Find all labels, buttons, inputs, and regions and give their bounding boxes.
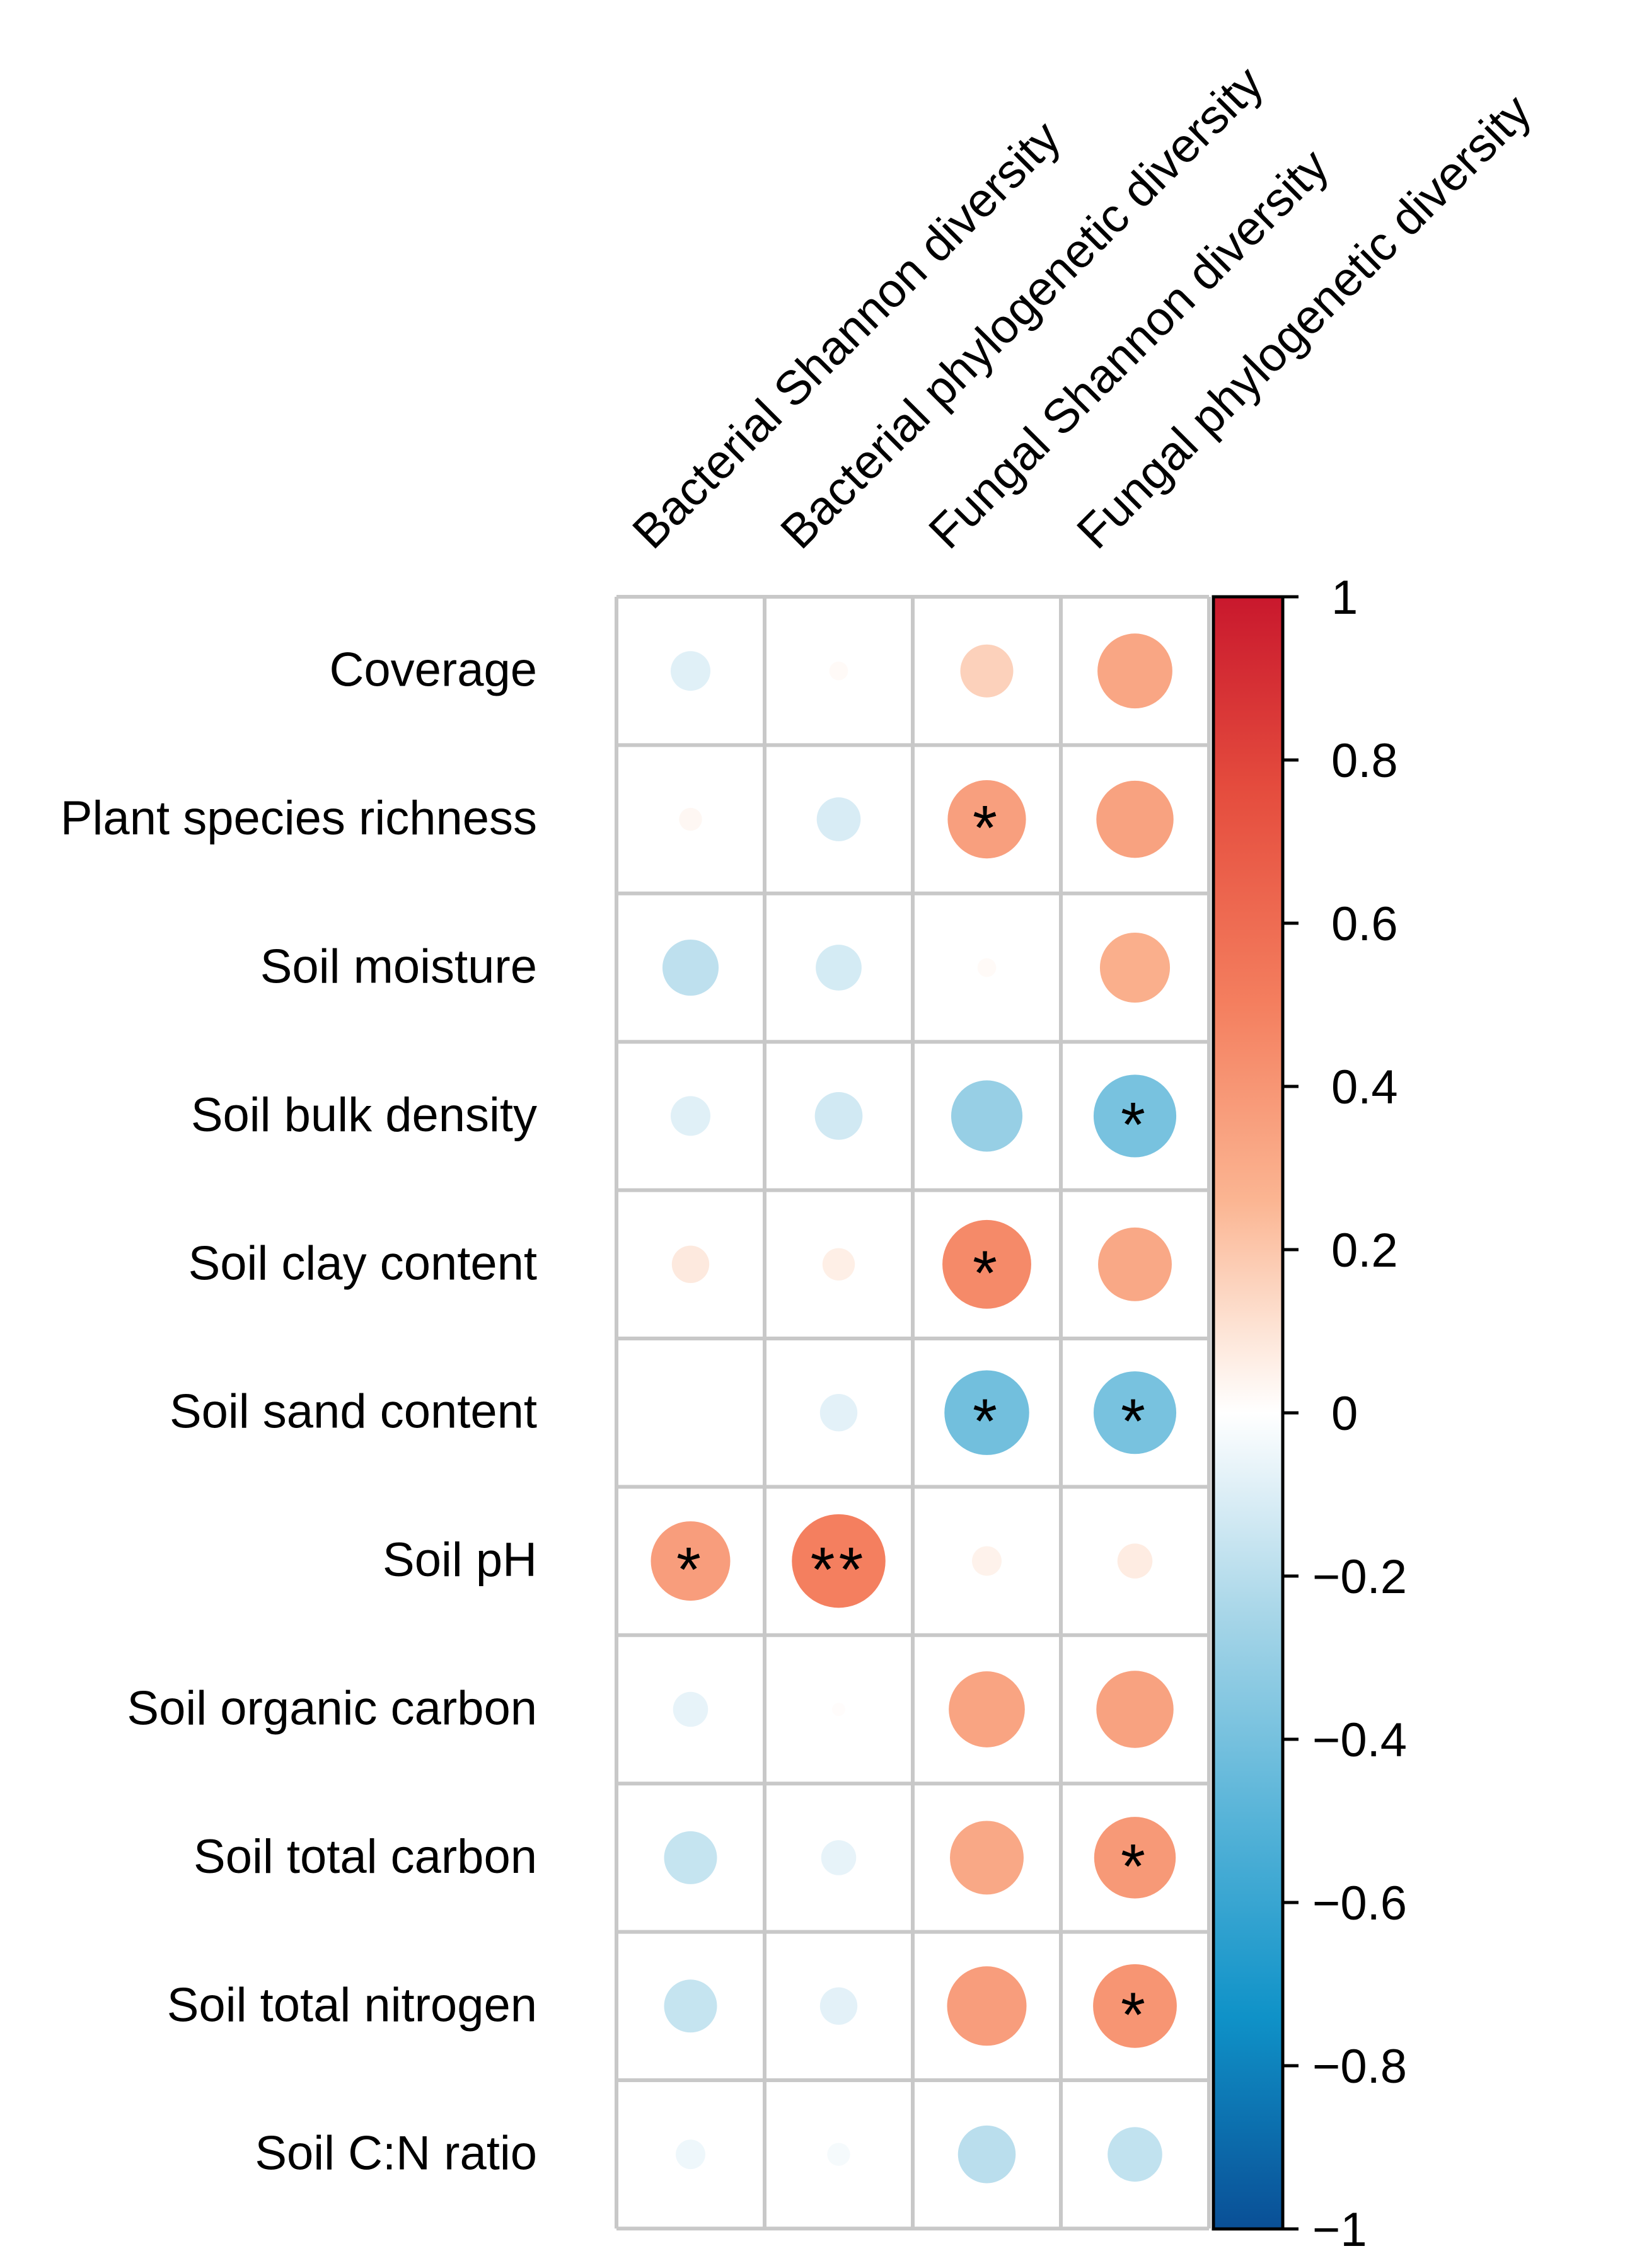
colorbar-tick-label: 1: [1331, 571, 1358, 625]
correlation-circle: [664, 1979, 717, 2033]
correlation-circle: [819, 1987, 858, 2025]
colorbar-tick-label: 0.4: [1331, 1061, 1398, 1114]
correlation-circle: [947, 1966, 1027, 2046]
correlation-circle: [827, 2143, 850, 2166]
colorbar-tick-label: −1: [1312, 2203, 1367, 2257]
correlation-circle: [1094, 1817, 1176, 1899]
colorbar-tick-label: −0.4: [1312, 1713, 1407, 1767]
correlation-circle: [972, 1546, 1002, 1576]
colorbar-tick-label: −0.2: [1312, 1550, 1407, 1604]
correlation-circle: [951, 1080, 1023, 1152]
correlation-circle: [1093, 1074, 1177, 1158]
colorbar-tick-label: 0.2: [1331, 1224, 1398, 1277]
significance-marker: *: [1121, 1979, 1149, 2050]
row-label: Soil total nitrogen: [167, 1978, 537, 2032]
correlation-circle: [977, 958, 997, 977]
correlation-circle: [1093, 1371, 1177, 1454]
correlation-circle: [679, 807, 702, 831]
correlation-circle: [814, 1092, 863, 1140]
row-label: Plant species richness: [61, 791, 537, 845]
correlation-circle: [664, 1831, 717, 1884]
significance-marker: *: [1121, 1090, 1149, 1160]
correlation-circle: [822, 1248, 855, 1281]
row-label: Coverage: [329, 643, 537, 697]
correlation-circle: [671, 1096, 710, 1136]
row-label: Soil organic carbon: [127, 1682, 537, 1736]
correlation-circle: [949, 1671, 1025, 1747]
row-label: Soil clay content: [188, 1236, 537, 1290]
colorbar-tick-label: 0: [1331, 1387, 1358, 1441]
colorbar-gradient: [1212, 595, 1285, 2231]
correlation-circle: [832, 1703, 845, 1716]
correlation-circle: [1117, 1543, 1153, 1579]
significance-markers: **** ** ****: [676, 793, 1149, 2050]
correlation-circle: [1096, 1671, 1174, 1748]
significance-marker: *: [676, 1534, 705, 1605]
correlation-circle: [1097, 633, 1172, 709]
significance-marker: *: [973, 1238, 1001, 1308]
significance-marker: *: [1121, 1386, 1149, 1457]
significance-marker: **: [811, 1534, 867, 1605]
row-label: Soil total carbon: [194, 1830, 537, 1884]
row-label: Soil sand content: [170, 1385, 537, 1439]
correlation-circle: [671, 651, 710, 691]
colorbar-tick-label: 0.8: [1331, 734, 1398, 788]
correlation-circle: [957, 2125, 1016, 2184]
significance-marker: *: [973, 793, 1001, 863]
row-label: Soil moisture: [260, 940, 537, 994]
correlation-circle: [792, 1514, 886, 1608]
correlation-circle: [1093, 1964, 1177, 2048]
colorbar: 1 0.8 0.6 0.4 0.2 0 −0.2 −0.4 −0.6 −0.8 −1: [1212, 571, 1407, 2257]
colorbar-tick-label: 0.6: [1331, 897, 1398, 951]
correlation-circle: [1099, 932, 1171, 1003]
significance-marker: *: [973, 1386, 1001, 1457]
correlation-circle: [1108, 2127, 1162, 2182]
row-labels: Coverage Plant species richness Soil moist…: [61, 643, 537, 2180]
correlation-circle: [1098, 1227, 1172, 1301]
correlation-circle: [816, 797, 861, 841]
correlation-circle: [944, 1370, 1029, 1455]
correlation-circles: [651, 633, 1177, 2184]
row-label: Soil pH: [383, 1533, 537, 1587]
correlation-circle: [816, 945, 862, 991]
correlation-circle: [676, 2139, 705, 2170]
row-label: Soil C:N ratio: [255, 2127, 537, 2180]
colorbar-tick-label: −0.6: [1312, 1877, 1407, 1930]
row-label: Soil bulk density: [191, 1088, 537, 1142]
correlation-circle: [942, 1219, 1031, 1309]
significance-marker: *: [1121, 1831, 1149, 1902]
correlation-circle: [671, 1245, 710, 1283]
correlation-circle: [947, 780, 1026, 859]
correlation-circle: [829, 661, 848, 681]
correlation-circle: [651, 1521, 731, 1601]
correlation-circle: [950, 1821, 1024, 1895]
colorbar-tick-label: −0.8: [1312, 2040, 1407, 2093]
grid: [615, 595, 1211, 2231]
correlation-circle: [819, 1394, 858, 1432]
correlation-circle: [960, 644, 1014, 698]
correlation-circle: [673, 1691, 709, 1727]
correlation-circle: [821, 1840, 857, 1875]
correlation-circle: [662, 939, 719, 996]
correlation-circle: [1096, 780, 1174, 858]
